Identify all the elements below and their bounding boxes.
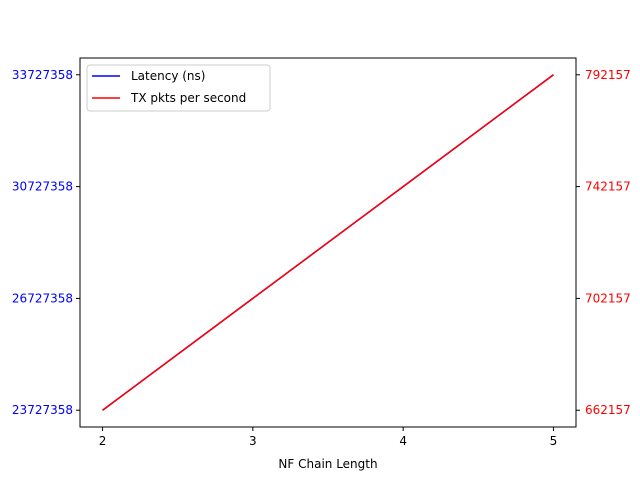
axes-layer: 2 3 4 5 23727358 26727358 30727358 33727358 6621… <box>12 57 631 448</box>
legend-label-2: TX pkts per second <box>130 91 246 105</box>
series-layer <box>102 74 554 411</box>
y-right-tick-label: 742157 <box>585 180 631 194</box>
x-tick-label: 2 <box>99 434 107 448</box>
y-right-tick-label: 702157 <box>585 291 631 305</box>
x-tick-label: 3 <box>249 434 257 448</box>
y-left-tick-label: 30727358 <box>12 180 73 194</box>
x-tick-label: 5 <box>550 434 558 448</box>
plot-frame <box>79 57 577 428</box>
x-axis-label: NF Chain Length <box>278 457 377 471</box>
y-left-tick-label: 23727358 <box>12 403 73 417</box>
y-left-tick-label: 26727358 <box>12 291 73 305</box>
legend: Latency (ns) TX pkts per second <box>86 64 271 112</box>
legend-box <box>86 64 271 112</box>
legend-label-1: Latency (ns) <box>131 69 205 83</box>
x-tick-label: 4 <box>399 434 407 448</box>
y-right-tick-label: 792157 <box>585 68 631 82</box>
y-left-tick-label: 33727358 <box>12 68 73 82</box>
series-line-2 <box>102 74 554 411</box>
y-right-tick-label: 662157 <box>585 403 631 417</box>
